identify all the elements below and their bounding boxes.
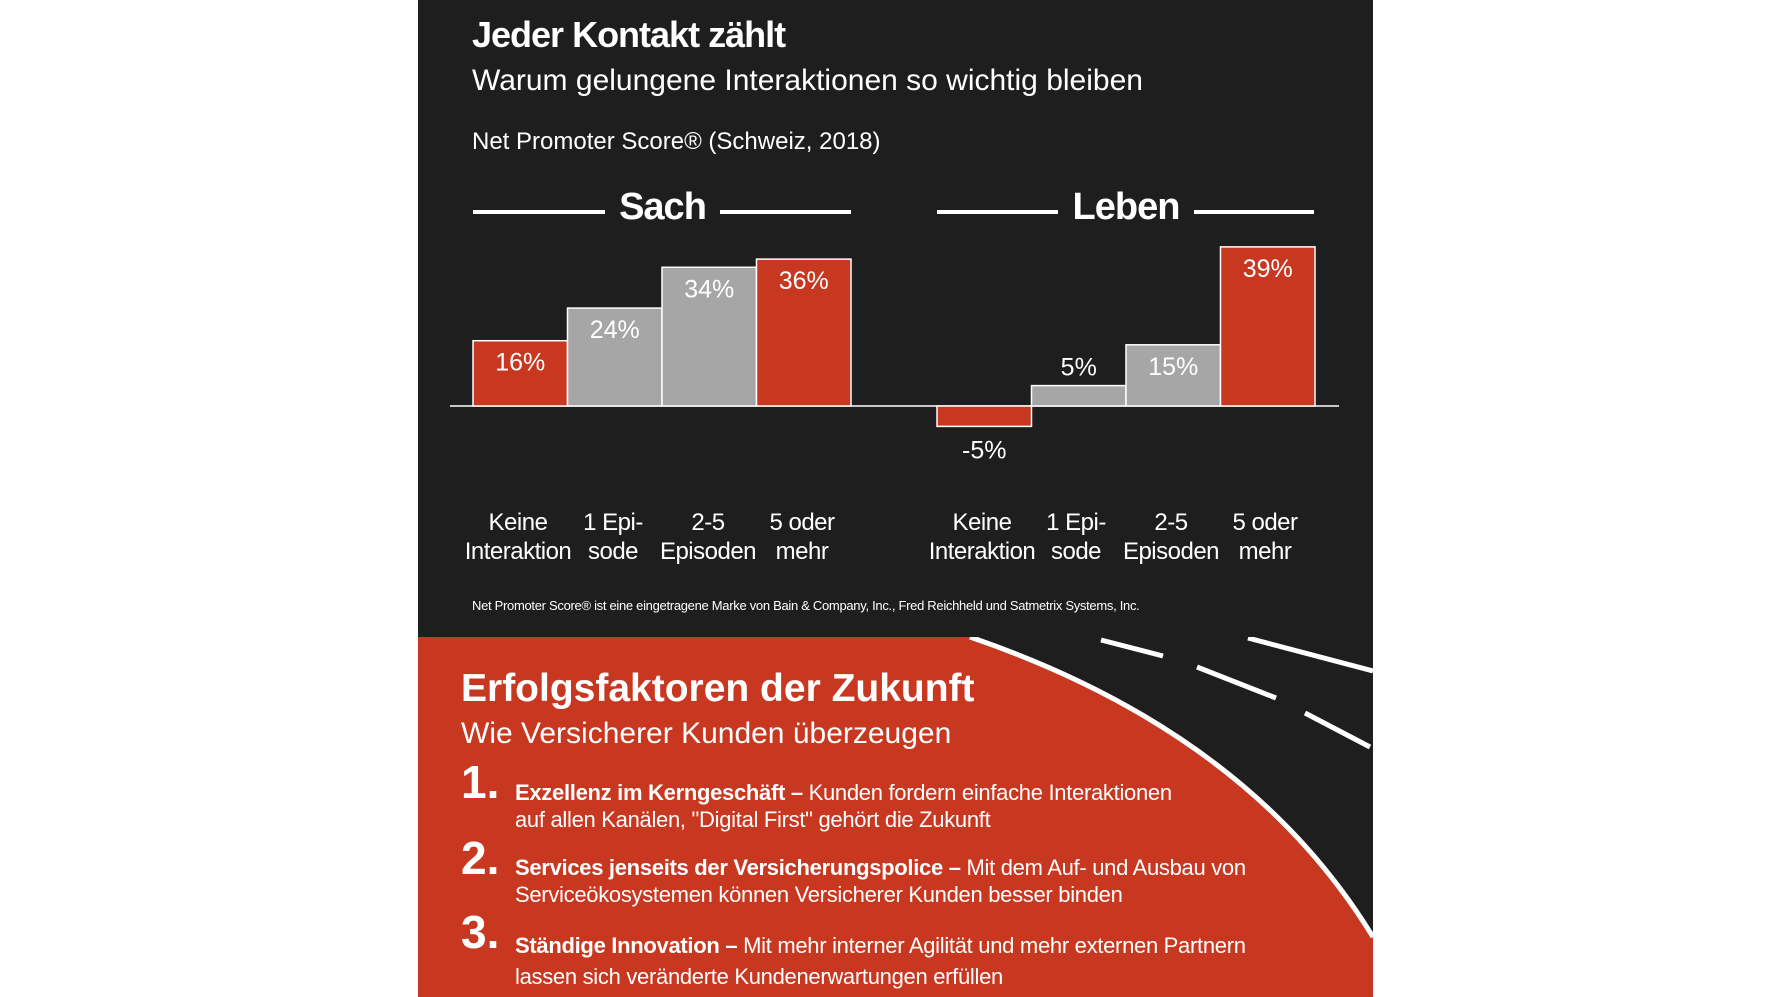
- item-heading: Exzellenz im Kerngeschäft –: [515, 780, 803, 805]
- category-label: 5 oder mehr: [1232, 509, 1298, 565]
- data-label: 16%: [495, 349, 545, 377]
- category-label: Keine Interaktion: [928, 509, 1036, 565]
- data-label: 36%: [779, 267, 829, 295]
- category-label: 1 Epi- sode: [1046, 509, 1106, 565]
- divider-line: [1194, 210, 1314, 214]
- divider-line: [937, 210, 1058, 214]
- road-edge-line: [969, 637, 1373, 939]
- data-label: 24%: [590, 316, 640, 344]
- category-label: 5 oder mehr: [769, 509, 835, 565]
- group-heading-leben: Leben: [1072, 186, 1181, 228]
- road-dash: [1196, 664, 1277, 701]
- item-number: 3.: [461, 906, 500, 958]
- item-heading: Services jenseits der Versicherungspolic…: [515, 855, 961, 880]
- category-label: 2-5 Episoden: [1122, 509, 1220, 565]
- bar-sach-1: [566, 307, 663, 407]
- bar-sach-0: [472, 339, 569, 407]
- bar-sach-2: [661, 266, 758, 407]
- infographic: Jeder Kontakt zählt Warum gelungene Inte…: [418, 0, 1373, 997]
- bar-chart: 16% 24% 34% 36% -5% 5% 15% 39%: [450, 246, 1339, 464]
- page-subtitle: Warum gelungene Interaktionen so wichtig…: [472, 64, 1143, 97]
- success-factors-section: Erfolgsfaktoren der Zukunft Wie Versiche…: [418, 637, 1373, 997]
- page-title: Jeder Kontakt zählt: [472, 14, 786, 55]
- data-label: 5%: [1061, 354, 1097, 382]
- bar-sach-3: [755, 258, 852, 407]
- item-text: Kunden fordern einfache Interaktionen: [802, 780, 1172, 805]
- category-label: 2-5 Episoden: [659, 509, 757, 565]
- bar-leben-3: [1219, 246, 1316, 407]
- data-label: 15%: [1148, 353, 1198, 381]
- footnote: Net Promoter Score® ist eine eingetragen…: [472, 598, 1140, 613]
- section-title: Erfolgsfaktoren der Zukunft: [461, 667, 975, 710]
- bar-leben-2: [1125, 344, 1222, 407]
- road-graphic: [969, 637, 1373, 939]
- category-label: 1 Epi- sode: [583, 509, 643, 565]
- data-label: 34%: [684, 275, 734, 303]
- road-dash: [1100, 637, 1164, 659]
- item-number: 1.: [461, 756, 500, 808]
- item-text: Mit dem Auf- und Ausbau von: [960, 855, 1246, 880]
- section-subtitle: Wie Versicherer Kunden überzeugen: [461, 717, 952, 750]
- category-label: Keine Interaktion: [464, 509, 572, 565]
- item-text: Serviceökosystemen können Versicherer Ku…: [515, 882, 1123, 907]
- list-item: Exzellenz im Kerngeschäft – Kunden forde…: [515, 779, 1172, 833]
- road-edge-line: [1247, 637, 1373, 674]
- group-heading-sach: Sach: [619, 186, 707, 228]
- list-item: Ständige Innovation – Mit mehr interner …: [515, 930, 1246, 992]
- item-text: lassen sich veränderte Kundenerwartungen…: [515, 964, 1003, 989]
- divider-line: [720, 210, 851, 214]
- divider-line: [473, 210, 605, 214]
- road-dash: [1303, 710, 1372, 750]
- list-item: Services jenseits der Versicherungspolic…: [515, 854, 1246, 908]
- bar-leben-0: [936, 405, 1033, 428]
- data-label: 39%: [1243, 255, 1293, 283]
- item-text: Mit mehr interner Agilität und mehr exte…: [737, 933, 1246, 958]
- road-surface: [970, 637, 1373, 937]
- metric-label: Net Promoter Score® (Schweiz, 2018): [472, 128, 881, 155]
- item-heading: Ständige Innovation –: [515, 933, 738, 958]
- nps-section: Jeder Kontakt zählt Warum gelungene Inte…: [418, 0, 1373, 637]
- data-label: -5%: [962, 436, 1006, 464]
- item-text: auf allen Kanälen, "Digital First" gehör…: [515, 807, 991, 832]
- bar-leben-1: [1030, 384, 1127, 407]
- item-number: 2.: [461, 832, 500, 884]
